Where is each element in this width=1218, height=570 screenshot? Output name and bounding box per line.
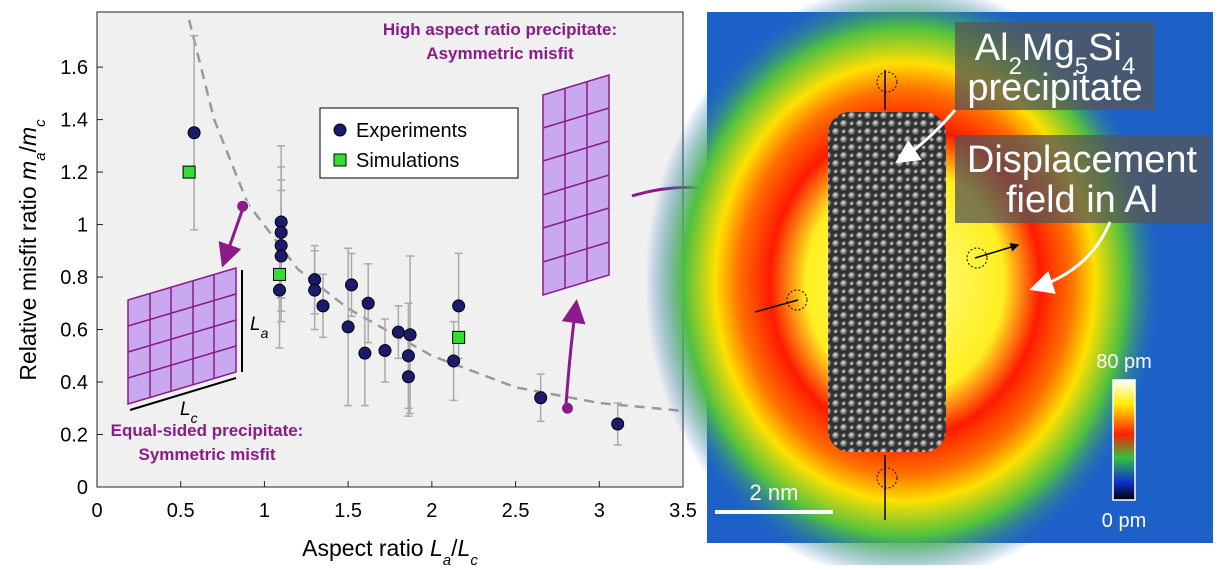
point bbox=[402, 350, 414, 362]
label-part: a bbox=[443, 552, 451, 566]
point bbox=[183, 166, 195, 178]
x-tick-label: 3 bbox=[594, 500, 605, 522]
label-part: Mg bbox=[1022, 27, 1075, 69]
y-tick-label: 0.4 bbox=[60, 372, 88, 394]
legend-marker bbox=[334, 124, 346, 136]
legend-label: Experiments bbox=[356, 120, 467, 142]
label-part: L bbox=[180, 399, 191, 420]
point bbox=[379, 345, 391, 357]
point bbox=[448, 355, 460, 367]
label-part: a bbox=[32, 152, 49, 160]
label-part: Al bbox=[975, 27, 1009, 69]
point bbox=[342, 321, 354, 333]
y-tick-label: 0.6 bbox=[60, 320, 88, 342]
point bbox=[309, 284, 321, 296]
panel-label: field in Al bbox=[1006, 179, 1158, 221]
point bbox=[392, 326, 404, 338]
point bbox=[275, 226, 287, 238]
label-part: m bbox=[15, 127, 41, 146]
point bbox=[612, 418, 624, 430]
y-tick-label: 1.2 bbox=[60, 162, 88, 184]
label-part: c bbox=[32, 119, 49, 127]
y-tick-label: 0 bbox=[77, 477, 88, 499]
scale-bar-label: 2 nm bbox=[750, 480, 799, 505]
y-tick-label: 1 bbox=[77, 215, 88, 237]
colorbar-label: 0 pm bbox=[1102, 510, 1146, 532]
point bbox=[273, 284, 285, 296]
legend-marker bbox=[334, 154, 346, 166]
annotation: High aspect ratio precipitate: bbox=[383, 20, 617, 39]
label-part: m bbox=[15, 161, 41, 180]
point bbox=[345, 279, 357, 291]
y-tick-label: 0.8 bbox=[60, 267, 88, 289]
figure: 0 0.2 0.4 0.6 0.8 1 1.2 1.4 1.6 0 0.5 1 1.5 2 2.5 3 3.5 A… bbox=[0, 0, 1218, 565]
point bbox=[188, 127, 200, 139]
y-tick-label: 1.6 bbox=[60, 57, 88, 79]
x-tick-label: 1 bbox=[259, 500, 270, 522]
label-part: L bbox=[458, 535, 471, 561]
label-part: Relative misfit ratio bbox=[15, 180, 41, 381]
panel-label: Displacement bbox=[967, 139, 1198, 181]
y-tick-label: 1.4 bbox=[60, 110, 88, 132]
panel-title: precipitate bbox=[967, 67, 1142, 109]
colorbar-label: 80 pm bbox=[1096, 351, 1152, 373]
legend-label: Simulations bbox=[356, 150, 459, 172]
point bbox=[404, 329, 416, 341]
annotation: Asymmetric misfit bbox=[426, 44, 574, 63]
point bbox=[453, 300, 465, 312]
x-tick-label: 0 bbox=[91, 500, 102, 522]
label-part: c bbox=[470, 552, 478, 566]
point bbox=[273, 268, 285, 280]
y-tick-label: 0.2 bbox=[60, 425, 88, 447]
x-axis-label: Aspect ratio La/Lc bbox=[302, 535, 478, 565]
x-tick-label: 2.5 bbox=[502, 500, 530, 522]
point bbox=[362, 297, 374, 309]
x-tick-label: 2 bbox=[426, 500, 437, 522]
x-tick-label: 0.5 bbox=[167, 500, 195, 522]
point bbox=[317, 300, 329, 312]
point bbox=[402, 371, 414, 383]
point bbox=[275, 250, 287, 262]
point bbox=[453, 331, 465, 343]
annotation: Symmetric misfit bbox=[139, 445, 276, 464]
label-part: L bbox=[250, 314, 261, 335]
label-part: L bbox=[430, 535, 443, 561]
point bbox=[359, 347, 371, 359]
label-part: Si bbox=[1088, 27, 1122, 69]
annotation: Equal-sided precipitate: bbox=[111, 421, 304, 440]
y-axis-label: Relative misfit ratio ma/mc bbox=[15, 119, 49, 381]
x-tick-label: 1.5 bbox=[334, 500, 362, 522]
point bbox=[535, 392, 547, 404]
x-tick-label: 3.5 bbox=[669, 500, 697, 522]
label-part: Aspect ratio bbox=[302, 535, 430, 561]
label-part: c bbox=[191, 410, 198, 426]
label-part: a bbox=[261, 325, 269, 341]
